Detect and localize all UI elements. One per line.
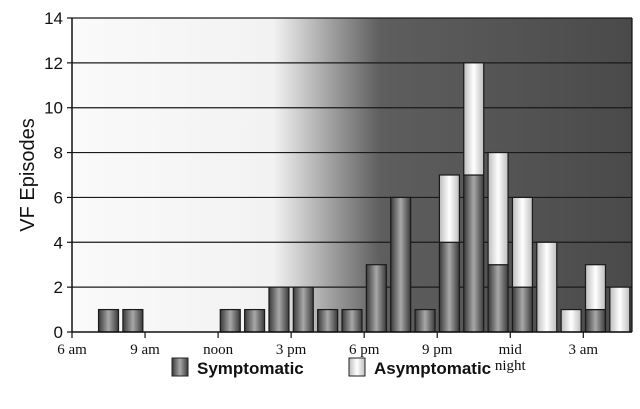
bar-asymptomatic <box>511 196 534 288</box>
y-tick-label: 8 <box>54 144 63 163</box>
bar-asymptomatic <box>584 264 607 311</box>
y-tick-label: 6 <box>54 188 63 207</box>
gridlines <box>72 17 632 288</box>
bar-asymptomatic <box>463 62 485 176</box>
legend-swatch-symptomatic <box>171 357 189 377</box>
bar-symptomatic <box>317 308 339 333</box>
bar-asymptomatic <box>487 151 509 266</box>
legend: Symptomatic Asymptomatic <box>171 357 491 378</box>
bar-asymptomatic <box>609 286 631 333</box>
x-tick-label: 3 pm <box>276 342 307 358</box>
x-tick-label: 9 am <box>130 342 160 358</box>
bar-symptomatic <box>584 308 607 333</box>
y-tick-label: 10 <box>44 99 63 118</box>
y-tick-label: 0 <box>54 323 63 342</box>
bar-symptomatic <box>365 264 387 333</box>
y-tick-label: 2 <box>54 278 63 297</box>
bar-asymptomatic <box>536 241 558 333</box>
bar-symptomatic <box>463 174 485 333</box>
bars <box>97 62 631 333</box>
legend-label-symptomatic: Symptomatic <box>197 359 304 378</box>
bar-symptomatic <box>219 308 241 333</box>
bar-symptomatic <box>268 286 290 333</box>
x-tick-labels: 6 am 9 am noon 3 pm 6 pm 9 pm mid night 3 am <box>57 342 598 374</box>
x-tick-label: noon <box>203 342 234 358</box>
y-tick-label: 12 <box>44 54 63 73</box>
y-tick-label: 14 <box>44 9 63 28</box>
x-tick-label: 9 pm <box>422 342 453 358</box>
x-tick-label: mid night <box>495 342 527 374</box>
x-tick-label: 3 am <box>569 342 599 358</box>
bar-symptomatic <box>341 308 363 333</box>
bar-symptomatic <box>292 286 314 333</box>
x-tick-label: 6 am <box>57 342 87 358</box>
bar-symptomatic <box>122 308 144 333</box>
bar-symptomatic <box>97 308 120 333</box>
bar-symptomatic <box>414 308 436 333</box>
y-axis-label: VF Episodes <box>17 118 39 231</box>
y-tick-label: 4 <box>54 233 63 252</box>
legend-swatch-asymptomatic <box>348 357 366 377</box>
bar-symptomatic <box>390 196 412 333</box>
x-tick-label: 6 pm <box>349 342 380 358</box>
bar-symptomatic <box>487 264 509 333</box>
bar-asymptomatic <box>560 308 582 333</box>
bar-symptomatic <box>438 241 460 333</box>
bar-symptomatic <box>511 286 534 333</box>
legend-label-asymptomatic: Asymptomatic <box>374 359 491 378</box>
y-tick-labels: 0 2 4 6 8 10 12 14 <box>44 9 63 342</box>
bar-symptomatic <box>244 308 266 333</box>
bar-asymptomatic <box>438 174 460 243</box>
axes <box>67 17 633 338</box>
